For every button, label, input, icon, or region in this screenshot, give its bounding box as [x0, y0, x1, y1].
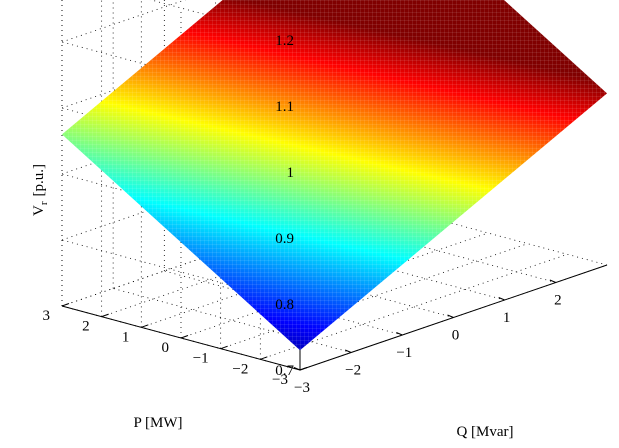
- z-tick-label: 1.2: [275, 33, 294, 49]
- p-tick-label: −2: [232, 361, 248, 377]
- z-tick-label: 1.1: [275, 99, 294, 115]
- p-tick-mark: [260, 356, 268, 360]
- z-tick-label: 1: [287, 165, 295, 181]
- floor-gridline-p: [180, 232, 489, 339]
- x-axis-label: Q [Mvar]: [456, 424, 513, 440]
- floor-gridline-q: [113, 288, 352, 353]
- q-tick-label: −2: [345, 363, 361, 379]
- p-tick-label: −1: [193, 351, 209, 367]
- p-tick-label: 0: [161, 340, 169, 356]
- floor-gridline-p: [260, 253, 568, 360]
- q-tick-mark: [344, 349, 352, 353]
- svg-text:Vr[p.u.]: Vr [p.u.]: [31, 164, 50, 216]
- z-axis-label-main: V: [31, 205, 47, 216]
- floor-gridline-p: [220, 243, 528, 350]
- p-tick-label: −3: [272, 372, 288, 388]
- q-tick-mark: [498, 297, 505, 301]
- y-axis-label: P [MW]: [133, 415, 182, 431]
- z-tick-label: 0.9: [275, 231, 294, 247]
- q-tick-mark: [293, 367, 301, 371]
- z-axis-label-unit: [p.u.]: [31, 164, 47, 197]
- z-tick-label: 0.8: [275, 297, 294, 313]
- q-tick-mark: [396, 332, 403, 336]
- p-tick-mark: [180, 335, 189, 339]
- q-tick-label: −1: [396, 345, 412, 361]
- z-axis-label: Vr [p.u.]: [31, 164, 50, 216]
- chart-tick-labels: 0.7 0.8 0.9 1 1.1 1.2 −3 −2 −1 0 1 2 3 −3 −2 −1 0 1 2: [42, 33, 561, 396]
- wall-gridline-z: [61, 41, 301, 107]
- floor-gridline-q: [164, 270, 403, 336]
- p-tick-mark: [299, 367, 308, 371]
- p-tick-mark: [61, 303, 70, 307]
- p-tick-mark: [101, 313, 109, 318]
- z-tick-label: 0.7: [275, 363, 294, 379]
- p-tick-label: 2: [82, 319, 90, 335]
- p-tick-label: 1: [122, 329, 130, 345]
- q-tick-label: 0: [452, 328, 460, 344]
- q-tick-label: 2: [554, 293, 562, 309]
- p-tick-label: 3: [42, 308, 50, 324]
- q-tick-label: 1: [503, 310, 511, 326]
- chart-surface: [61, 0, 608, 351]
- surface-mesh: [61, 0, 608, 351]
- p-tick-mark: [141, 324, 149, 328]
- q-tick-mark: [447, 314, 454, 318]
- q-tick-label: −3: [294, 380, 310, 396]
- z-axis-label-sub: r: [38, 201, 50, 205]
- wall-gridline-z: [61, 173, 301, 239]
- p-tick-mark: [220, 345, 228, 350]
- q-tick-mark: [549, 279, 557, 283]
